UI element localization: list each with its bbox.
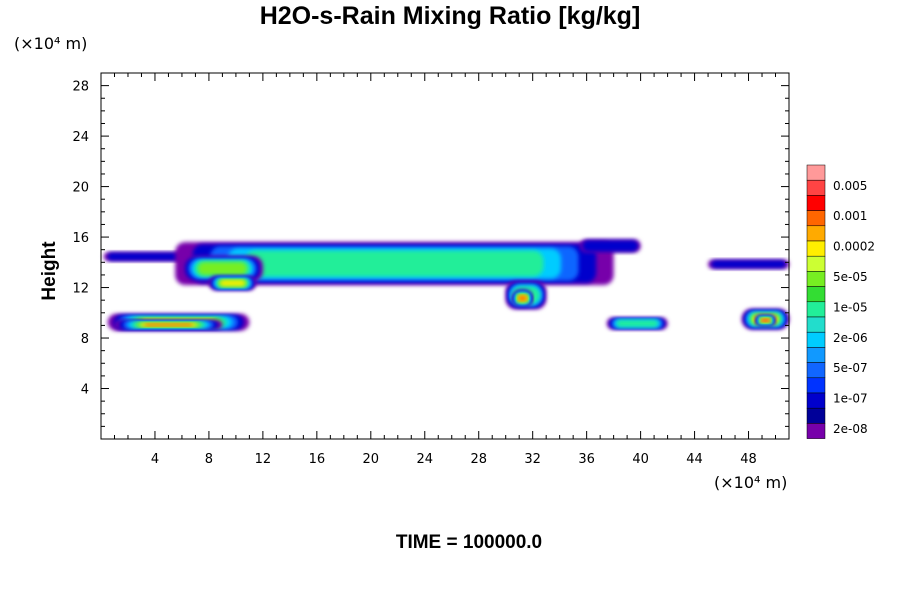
- colorbar-swatch: [806, 210, 826, 227]
- y-tick-label: 4: [81, 383, 89, 398]
- colorbar-swatch: [806, 316, 826, 333]
- colorbar-label: 5e-07: [833, 361, 868, 375]
- contour-region: [582, 240, 639, 252]
- colorbar-label: 0.005: [833, 179, 867, 193]
- x-tick-label: 12: [255, 452, 272, 467]
- contour-region: [144, 323, 193, 327]
- colorbar-label: 1e-07: [833, 392, 868, 406]
- contour-region: [245, 250, 544, 277]
- chart-title: H2O-s-Rain Mixing Ratio [kg/kg]: [259, 2, 641, 30]
- x-tick-label: 36: [578, 452, 595, 467]
- colorbar-swatch: [806, 240, 826, 257]
- colorbar-swatch: [806, 164, 826, 181]
- colorbar-swatch: [806, 362, 826, 379]
- x-tick-label: 40: [632, 452, 649, 467]
- colorbar-label: 2e-06: [833, 331, 868, 345]
- y-tick-label: 8: [81, 332, 89, 347]
- x-axis: 4 8 12 16 20 24 28 32 36 40 44 48: [113, 73, 777, 467]
- x-axis-unit: (×10⁴ m): [714, 473, 788, 492]
- x-tick-label: 24: [416, 452, 433, 467]
- x-tick-label: 4: [151, 452, 159, 467]
- time-label: TIME = 100000.0: [395, 532, 543, 553]
- colorbar: 0.005 0.001 0.0002 5e-05 1e-05 2e-06 5e-07 1e-0…: [806, 164, 875, 439]
- colorbar-label: 0.0002: [833, 240, 875, 254]
- colorbar-label: 2e-08: [833, 422, 868, 436]
- colorbar-swatch: [806, 331, 826, 348]
- colorbar-swatch: [806, 225, 826, 242]
- colorbar-swatch: [806, 271, 826, 287]
- contour-region: [518, 295, 528, 301]
- colorbar-label: 0.001: [833, 209, 867, 223]
- x-tick-label: 48: [740, 452, 757, 467]
- x-tick-label: 8: [205, 452, 213, 467]
- plot-frame: [100, 72, 790, 440]
- contour-region: [711, 260, 786, 269]
- y-tick-label: 16: [72, 231, 89, 246]
- colorbar-label: 5e-05: [833, 270, 868, 284]
- y-axis: 4 8 12 16 20 24 28: [72, 80, 789, 427]
- colorbar-swatch: [806, 286, 826, 303]
- colorbar-swatch: [806, 377, 826, 394]
- y-tick-label: 24: [72, 130, 89, 145]
- colorbar-swatch: [806, 195, 826, 211]
- colorbar-swatch: [806, 423, 826, 439]
- x-tick-label: 44: [686, 452, 703, 467]
- y-tick-label: 12: [72, 282, 89, 297]
- x-tick-label: 28: [470, 452, 487, 467]
- contour-region: [220, 280, 245, 286]
- x-tick-label: 20: [363, 452, 380, 467]
- x-tick-label: 16: [309, 452, 326, 467]
- y-tick-label: 20: [72, 181, 89, 196]
- x-tick-label: 32: [524, 452, 541, 467]
- y-axis-unit: (×10⁴ m): [14, 34, 88, 53]
- y-tick-label: 28: [72, 80, 89, 95]
- plot-regions: [103, 239, 789, 331]
- colorbar-swatch: [806, 407, 826, 424]
- colorbar-swatch: [806, 347, 826, 363]
- colorbar-swatch: [806, 392, 826, 409]
- contour-region: [761, 319, 770, 322]
- contour-region: [616, 320, 658, 327]
- colorbar-swatch: [806, 179, 826, 196]
- contour-region: [198, 262, 247, 275]
- colorbar-swatch: [806, 301, 826, 318]
- colorbar-swatch: [806, 255, 826, 272]
- colorbar-label: 1e-05: [833, 300, 868, 314]
- contour-region: [107, 252, 192, 261]
